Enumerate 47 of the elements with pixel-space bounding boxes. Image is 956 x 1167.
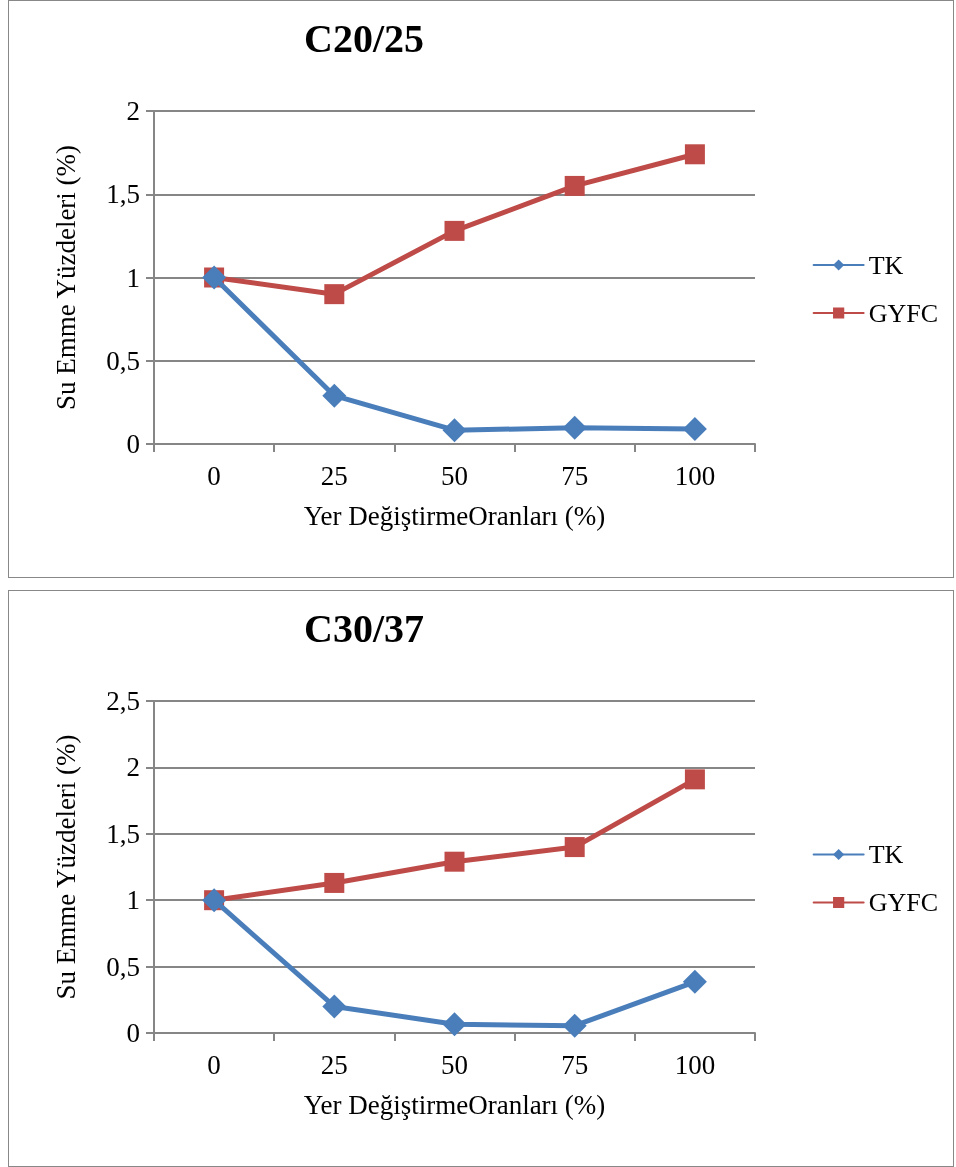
point	[562, 415, 587, 440]
y-tick-label: 1,5	[106, 818, 140, 849]
x-tick-label: 100	[674, 1049, 716, 1080]
y-tick-label: 0	[126, 429, 140, 459]
x-tick-label: 0	[207, 1049, 221, 1080]
point	[442, 1012, 467, 1037]
point	[442, 418, 467, 443]
x-axis-title: Yer DeğiştirmeOranları (%)	[303, 1089, 606, 1120]
x-tick-label: 0	[207, 460, 221, 491]
legend-label: TK	[868, 250, 904, 280]
x-tick-label: 75	[561, 460, 589, 491]
point	[324, 872, 345, 893]
y-tick-label: 0	[126, 1018, 140, 1048]
point	[682, 969, 707, 994]
x-tick-label: 25	[320, 1049, 348, 1080]
point	[684, 144, 705, 165]
chart-title: C20/25	[304, 15, 424, 61]
x-tick-label: 50	[441, 460, 468, 491]
point	[682, 417, 707, 442]
y-tick-label: 2,5	[106, 686, 140, 716]
x-tick-label: 100	[674, 460, 716, 491]
legend-label: TK	[868, 840, 904, 869]
chart-title: C30/37	[304, 605, 424, 651]
y-axis-title: Su Emme Yüzdeleri (%)	[50, 734, 81, 1000]
point	[564, 837, 585, 858]
y-tick-label: 1	[126, 262, 140, 293]
y-tick-label: 0,5	[106, 345, 140, 376]
y-tick-label: 0,5	[106, 951, 140, 982]
point	[444, 851, 465, 872]
legend-label: GYFC	[868, 888, 938, 917]
x-tick-label: 50	[441, 1049, 468, 1080]
legend-label: GYFC	[868, 298, 938, 328]
x-tick-label: 75	[561, 1049, 589, 1080]
y-tick-label: 2	[126, 96, 140, 126]
y-tick-label: 1,5	[106, 179, 140, 210]
y-axis-title: Su Emme Yüzdeleri (%)	[50, 144, 81, 411]
point	[562, 1013, 587, 1038]
y-tick-label: 2	[126, 752, 140, 783]
point	[564, 175, 585, 196]
point	[444, 220, 465, 241]
point	[324, 284, 345, 305]
point	[684, 769, 705, 790]
point	[322, 994, 347, 1019]
x-tick-label: 25	[320, 460, 348, 491]
y-tick-label: 1	[126, 885, 140, 916]
point	[322, 383, 347, 408]
x-axis-title: Yer DeğiştirmeOranları (%)	[303, 500, 606, 531]
